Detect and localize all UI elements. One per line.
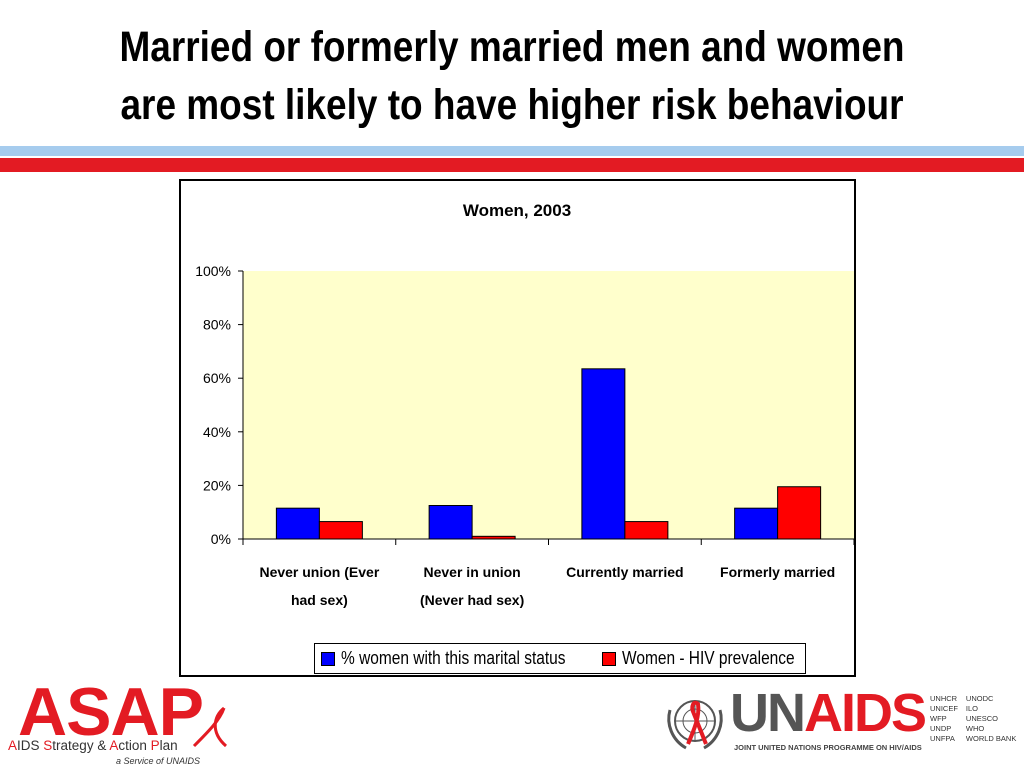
ribbon-icon [192, 706, 228, 748]
x-category-label: Never union (Ever [259, 564, 379, 580]
legend-label-series2: Women - HIV prevalence [622, 648, 795, 668]
y-tick-label: 80% [203, 317, 231, 333]
partner-name: WHO [965, 724, 985, 733]
partner-name: UNICEF [930, 704, 958, 713]
slide-title-line1: Married or formerly married men and wome… [119, 23, 905, 71]
un-emblem-icon [667, 700, 723, 750]
partner-name: UNFPA [930, 734, 955, 743]
legend-swatch-series1 [321, 651, 335, 666]
legend-item-series1: % women with this marital status [321, 648, 574, 669]
x-category-label: Formerly married [720, 564, 835, 580]
legend-item-series2: Women - HIV prevalence [602, 648, 799, 669]
asap-subtitle: a Service of UNAIDS [116, 756, 201, 766]
partner-name: WORLD BANK [965, 734, 1017, 743]
x-category-label: Currently married [566, 564, 683, 580]
y-tick-label: 100% [195, 263, 231, 279]
partners-column-2: UNODC ILO UNESCO WHO WORLD BANK [966, 694, 1016, 744]
chart-legend: % women with this marital status Women -… [314, 643, 806, 674]
bar-chart: Women, 2003 0% 20% 40% 60% 80% 100% Never uni… [195, 201, 854, 608]
partner-name: UNDP [930, 724, 952, 733]
unaids-wordmark: UNAIDS [730, 683, 927, 743]
y-tick-label: 40% [203, 424, 231, 440]
asap-logo: ASAP AIDS Strategy & Action Plan a Servi… [8, 676, 238, 766]
y-tick-label: 20% [203, 477, 231, 493]
red-divider-stripe [0, 158, 1024, 172]
bar-series2-cat3 [624, 521, 669, 540]
slide-title-line2: are most likely to have higher risk beha… [120, 81, 904, 129]
asap-wordmark: ASAP [18, 674, 204, 750]
partner-name: UNHCR [930, 694, 958, 703]
chart-title: Women, 2003 [463, 201, 571, 220]
chart-frame: Women, 2003 0% 20% 40% 60% 80% 100% Never uni… [179, 179, 856, 677]
y-tick-label: 0% [211, 531, 231, 547]
legend-label-series1: % women with this marital status [341, 648, 566, 668]
unaids-logo: UNAIDS JOINT UNITED NATIONS PROGRAMME ON… [664, 683, 1024, 766]
partner-name: UNESCO [965, 714, 999, 723]
partner-name: WFP [930, 714, 947, 723]
unaids-partners: UNHCR UNICEF WFP UNDP UNFPA UNODC ILO UNESCO WH… [930, 694, 1016, 744]
x-category-label: (Never had sex) [420, 592, 524, 608]
partners-column-1: UNHCR UNICEF WFP UNDP UNFPA [930, 694, 958, 744]
bar-series2-cat1 [318, 521, 363, 540]
bar-series1-cat4 [734, 507, 779, 540]
unaids-tagline: JOINT UNITED NATIONS PROGRAMME ON HIV/AI… [734, 743, 922, 752]
legend-swatch-series2 [602, 651, 617, 666]
bar-series1-cat2 [428, 505, 473, 540]
x-category-label: Never in union [424, 564, 521, 580]
partner-name: UNODC [965, 694, 994, 703]
x-category-label: had sex) [291, 592, 348, 608]
blue-divider-stripe [0, 146, 1024, 156]
bar-series1-cat1 [275, 507, 320, 540]
bar-series2-cat4 [777, 486, 822, 540]
asap-tagline: AIDS Strategy & Action Plan [8, 738, 178, 753]
slide-title: Married or formerly married men and wome… [72, 18, 953, 134]
bar-series1-cat3 [581, 368, 626, 540]
plot-area [243, 271, 854, 539]
partner-name: ILO [965, 704, 979, 713]
y-tick-label: 60% [203, 370, 231, 386]
